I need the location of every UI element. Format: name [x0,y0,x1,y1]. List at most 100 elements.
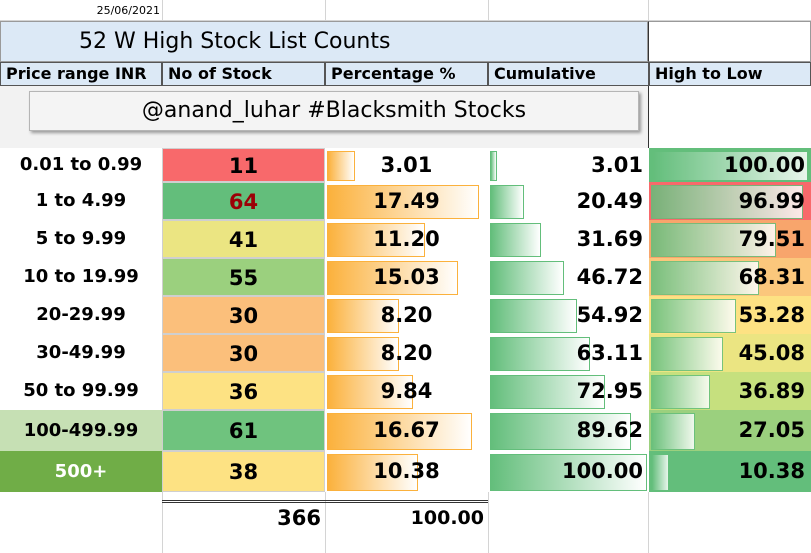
percentage-cell[interactable]: 10.38 [325,451,488,492]
cumulative-cell[interactable]: 46.72 [488,258,649,296]
cumulative-value: 63.11 [576,341,643,365]
count-cell[interactable]: 61 [162,410,325,451]
count-cell[interactable]: 11 [162,148,325,182]
range-cell[interactable]: 50 to 99.99 [0,372,162,410]
high-to-low-cell[interactable]: 79.51 [649,220,811,258]
cumulative-cell[interactable]: 20.49 [488,182,649,220]
range-cell[interactable]: 100-499.99 [0,410,162,451]
percentage-value: 11.20 [373,227,440,251]
cumulative-cell[interactable]: 3.01 [488,148,649,182]
range-cell[interactable]: 20-29.99 [0,296,162,334]
cumulative-value: 20.49 [576,189,643,213]
cumulative-cell[interactable]: 100.00 [488,451,649,492]
range-cell[interactable]: 500+ [0,451,162,492]
percentage-value: 15.03 [373,265,440,289]
author-banner[interactable]: @anand_luhar #Blacksmith Stocks [29,91,639,131]
range-cell[interactable]: 1 to 4.99 [0,182,162,220]
high-to-low-cell[interactable]: 53.28 [649,296,811,334]
range-cell[interactable]: 0.01 to 0.99 [0,148,162,182]
count-cell[interactable]: 55 [162,258,325,296]
percentage-cell[interactable]: 9.84 [325,372,488,410]
cumulative-cell[interactable]: 63.11 [488,334,649,372]
cumulative-value: 31.69 [576,227,643,251]
high-to-low-bar [651,223,776,257]
high-to-low-value: 53.28 [738,303,805,327]
cumulative-value: 89.62 [576,418,643,442]
percentage-cell[interactable]: 8.20 [325,334,488,372]
percentage-bar [327,223,425,257]
range-cell[interactable]: 30-49.99 [0,334,162,372]
count-cell[interactable]: 64 [162,182,325,220]
high-to-low-value: 79.51 [738,227,805,251]
high-to-low-cell[interactable]: 10.38 [649,451,811,492]
percentage-value: 8.20 [380,341,433,365]
high-to-low-value: 10.38 [738,459,805,483]
percentage-cell[interactable]: 15.03 [325,258,488,296]
range-cell[interactable]: 10 to 19.99 [0,258,162,296]
percentage-bar [327,337,399,371]
high-to-low-cell[interactable]: 68.31 [649,258,811,296]
percentage-bar [327,151,355,181]
cumulative-bar [490,151,497,181]
cumulative-cell[interactable]: 54.92 [488,296,649,334]
percentage-cell[interactable]: 8.20 [325,296,488,334]
cumulative-bar [490,299,577,333]
title-cell-empty[interactable] [648,21,811,62]
high-to-low-value: 68.31 [738,265,805,289]
percentage-bar [327,413,472,450]
percentage-value: 8.20 [380,303,433,327]
count-cell[interactable]: 38 [162,451,325,492]
range-cell[interactable]: 5 to 9.99 [0,220,162,258]
percentage-bar [327,454,418,491]
cumulative-bar [490,261,564,295]
high-to-low-cell[interactable]: 27.05 [649,410,811,451]
high-to-low-value: 96.99 [738,189,805,213]
count-cell[interactable]: 36 [162,372,325,410]
sheet-title: 52 W High Stock List Counts [0,21,648,62]
cumulative-cell[interactable]: 72.95 [488,372,649,410]
header-price-range[interactable]: Price range INR [0,62,162,86]
high-to-low-cell[interactable]: 100.00 [649,148,811,182]
percentage-bar [327,185,479,219]
percentage-value: 3.01 [380,153,433,177]
percentage-bar [327,299,399,333]
count-cell[interactable]: 30 [162,296,325,334]
high-to-low-bar [651,299,736,333]
banner-right-cell[interactable] [648,86,811,148]
high-to-low-cell[interactable]: 36.89 [649,372,811,410]
percentage-cell[interactable]: 11.20 [325,220,488,258]
count-cell[interactable]: 30 [162,334,325,372]
total-percentage[interactable]: 100.00 [325,500,488,533]
header-no-of-stock[interactable]: No of Stock [162,62,325,86]
header-cumulative[interactable]: Cumulative [488,62,649,86]
cumulative-bar [490,337,590,371]
percentage-value: 10.38 [373,459,440,483]
cumulative-cell[interactable]: 89.62 [488,410,649,451]
high-to-low-value: 45.08 [738,341,805,365]
cumulative-value: 100.00 [561,459,643,483]
count-cell[interactable]: 41 [162,220,325,258]
cumulative-value: 72.95 [576,379,643,403]
percentage-bar [327,261,458,295]
cumulative-cell[interactable]: 31.69 [488,220,649,258]
header-high-to-low[interactable]: High to Low [649,62,811,86]
percentage-value: 16.67 [373,418,440,442]
header-percentage[interactable]: Percentage % [325,62,488,86]
high-to-low-bar [651,454,669,491]
cumulative-value: 46.72 [576,265,643,289]
date-label: 25/06/2021 [96,4,160,17]
percentage-value: 17.49 [373,189,440,213]
high-to-low-bar [651,375,710,409]
high-to-low-bar [651,151,808,181]
cumulative-bar [490,185,524,219]
percentage-cell[interactable]: 17.49 [325,182,488,220]
cumulative-bar [490,223,541,257]
high-to-low-cell[interactable]: 45.08 [649,334,811,372]
high-to-low-value: 36.89 [738,379,805,403]
total-count[interactable]: 366 [162,500,325,533]
percentage-cell[interactable]: 16.67 [325,410,488,451]
high-to-low-bar [651,337,723,371]
high-to-low-cell[interactable]: 96.99 [649,182,811,220]
percentage-cell[interactable]: 3.01 [325,148,488,182]
high-to-low-bar [651,261,759,295]
